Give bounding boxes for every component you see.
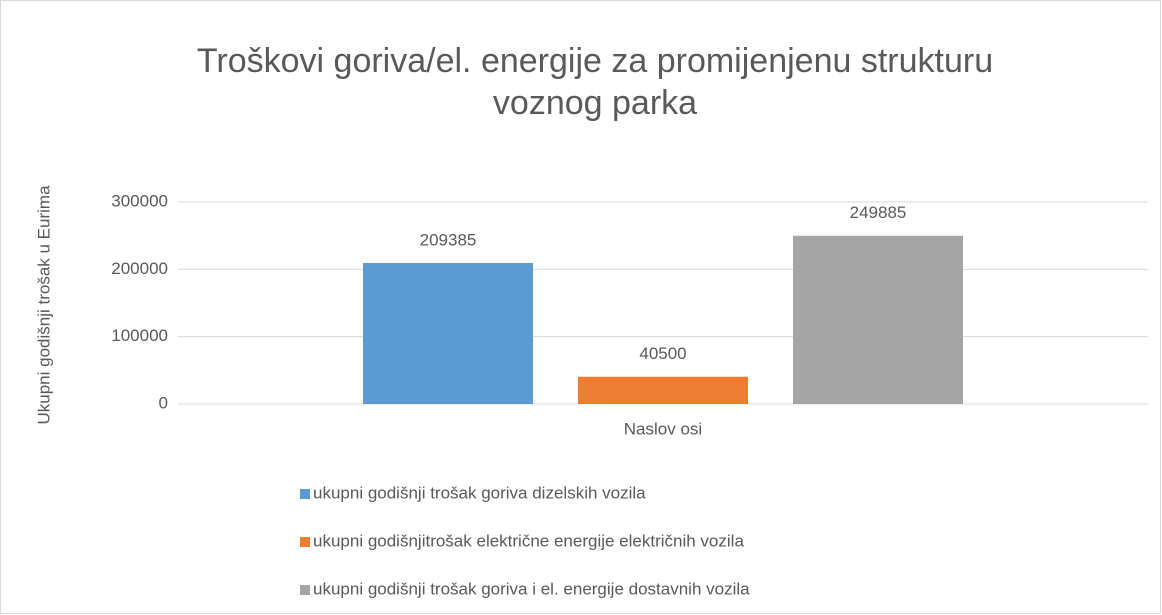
legend-swatch <box>300 537 310 547</box>
y-tick-label: 200000 <box>111 259 168 278</box>
bar <box>578 376 748 404</box>
x-axis-label: Naslov osi <box>624 419 702 438</box>
chart-title: Troškovi goriva/el. energije za promijen… <box>196 42 994 122</box>
y-tick-label: 300000 <box>111 191 168 210</box>
data-label: 209385 <box>420 230 477 249</box>
data-label: 40500 <box>639 344 686 363</box>
y-tick-label: 100000 <box>111 326 168 345</box>
y-tick-label: 0 <box>159 393 168 412</box>
y-axis-label: Ukupni godišnji trošak u Eurima <box>34 185 53 425</box>
legend-label: ukupni godišnji trošak goriva i el. ener… <box>313 579 750 598</box>
legend-swatch <box>300 489 310 499</box>
bar <box>793 235 963 404</box>
legend-label: ukupni godišnji trošak goriva dizelskih … <box>313 483 646 502</box>
legend-label: ukupni godišnjitrošak električne energij… <box>313 531 744 550</box>
legend-swatch <box>300 585 310 595</box>
bar <box>363 263 533 404</box>
data-label: 249885 <box>850 203 907 222</box>
